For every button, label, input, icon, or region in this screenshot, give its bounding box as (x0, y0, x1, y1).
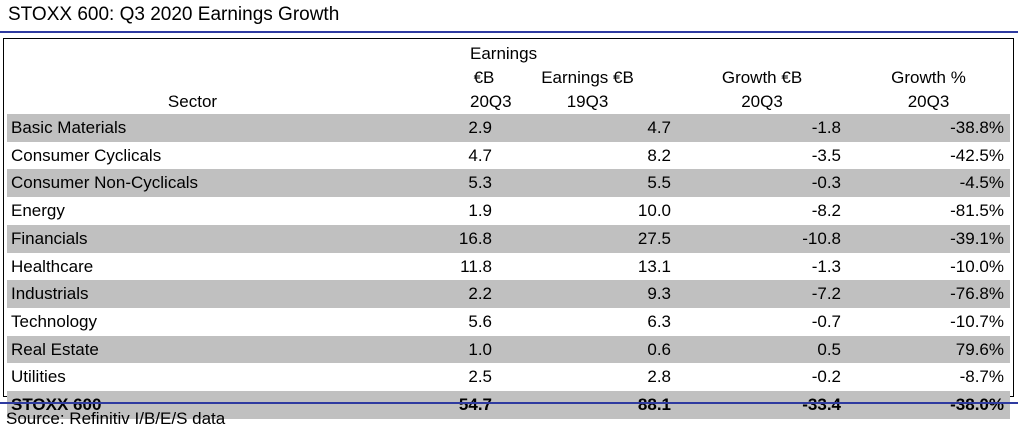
growth-eur-cell: -7.2 (677, 280, 847, 308)
header-line-2: 19Q3 (566, 92, 609, 111)
header-growth-eur: Growth €B 20Q3 (677, 42, 847, 114)
total-row: STOXX 600 54.7 88.1 -33.4 -38.0% (7, 391, 1010, 419)
earnings-19q3-cell: 8.2 (647, 145, 671, 165)
growth-pct-cell: -10.0% (950, 256, 1004, 276)
table-row: Utilities 2.5 2.8 -0.2 -8.7% (7, 363, 1010, 391)
growth-eur-cell: -3.5 (811, 145, 841, 165)
earnings-19q3-cell: 13.1 (637, 256, 671, 276)
growth-pct-cell: -8.7% (959, 367, 1004, 387)
sector-cell: Utilities (11, 367, 66, 387)
header-line-2: 20Q3 (470, 92, 512, 111)
earnings-20q3-cell: 2.2 (368, 280, 498, 308)
table-row: Technology 5.6 6.3 -0.7 -10.7% (7, 308, 1010, 336)
earnings-20q3-cell: 2.9 (368, 114, 498, 142)
header-earnings-20q3: Earnings €B 20Q3 (368, 42, 538, 114)
sector-cell: Real Estate (7, 335, 368, 364)
source-note: Source: Refinitiv I/B/E/S data (6, 409, 226, 428)
table-row: Real Estate 1.0 0.6 0.5 79.6% (7, 335, 1010, 364)
growth-pct-cell: -38.8% (847, 114, 1010, 142)
header-row: Sector Earnings €B 20Q3 Earnings €B 19Q3… (7, 42, 1010, 114)
earnings-19q3-cell: 5.5 (498, 169, 677, 198)
table-row: Consumer Non-Cyclicals 5.3 5.5 -0.3 -4.5… (7, 169, 1010, 198)
growth-eur-cell: -33.4 (677, 391, 847, 419)
header-line-2: 20Q3 (907, 92, 950, 111)
footer-divider (0, 402, 1018, 404)
table-title: STOXX 600: Q3 2020 Earnings Growth (8, 4, 340, 25)
growth-pct-cell: -76.8% (847, 280, 1010, 308)
earnings-table: Sector Earnings €B 20Q3 Earnings €B 19Q3… (7, 42, 1010, 419)
earnings-19q3-cell: 0.6 (498, 335, 677, 364)
header-line-1: Growth % (891, 68, 966, 87)
growth-eur-cell: -0.7 (811, 311, 841, 331)
header-sector: Sector (7, 42, 368, 114)
header-line-2: Sector (167, 92, 218, 111)
growth-pct-cell: -38.0% (847, 391, 1010, 419)
sector-cell: Healthcare (11, 256, 94, 276)
title-divider (0, 31, 1018, 33)
growth-pct-cell: -4.5% (847, 169, 1010, 198)
growth-eur-cell: 0.5 (677, 335, 847, 364)
growth-pct-cell: -42.5% (950, 145, 1004, 165)
earnings-20q3-cell: 4.7 (468, 145, 492, 165)
growth-pct-cell: -10.7% (950, 311, 1004, 331)
growth-pct-cell: 79.6% (847, 335, 1010, 364)
sector-cell: Consumer Cyclicals (11, 145, 162, 165)
sector-cell: Financials (7, 224, 368, 253)
earnings-20q3-cell: 5.6 (468, 311, 492, 331)
earnings-19q3-cell: 88.1 (498, 391, 677, 419)
sector-cell: Consumer Non-Cyclicals (7, 169, 368, 198)
table-row: Healthcare 11.8 13.1 -1.3 -10.0% (7, 253, 1010, 281)
earnings-19q3-cell: 4.7 (498, 114, 677, 142)
earnings-19q3-cell: 6.3 (647, 311, 671, 331)
earnings-19q3-cell: 27.5 (498, 224, 677, 253)
table-row: Financials 16.8 27.5 -10.8 -39.1% (7, 224, 1010, 253)
earnings-20q3-cell: 5.3 (368, 169, 498, 198)
earnings-20q3-cell: 54.7 (368, 391, 498, 419)
header-line-1: Earnings €B (541, 68, 634, 87)
earnings-19q3-cell: 9.3 (498, 280, 677, 308)
header-earnings-19q3: Earnings €B 19Q3 (498, 42, 677, 114)
table-row: Basic Materials 2.9 4.7 -1.8 -38.8% (7, 114, 1010, 142)
growth-eur-cell: -10.8 (677, 224, 847, 253)
header-line-1: Earnings €B (470, 44, 538, 87)
table-row: Energy 1.9 10.0 -8.2 -81.5% (7, 197, 1010, 225)
earnings-20q3-cell: 1.9 (468, 201, 492, 221)
sector-cell: Energy (11, 201, 65, 221)
earnings-20q3-cell: 1.0 (368, 335, 498, 364)
header-line-1: Growth €B (721, 68, 803, 87)
sector-cell: Technology (11, 311, 98, 331)
header-growth-pct: Growth % 20Q3 (847, 42, 1010, 114)
earnings-20q3-cell: 2.5 (468, 367, 492, 387)
table-row: Industrials 2.2 9.3 -7.2 -76.8% (7, 280, 1010, 308)
earnings-19q3-cell: 10.0 (637, 201, 671, 221)
growth-eur-cell: -0.3 (677, 169, 847, 198)
growth-eur-cell: -8.2 (811, 201, 841, 221)
earnings-19q3-cell: 2.8 (647, 367, 671, 387)
growth-pct-cell: -81.5% (950, 201, 1004, 221)
earnings-20q3-cell: 11.8 (460, 256, 492, 276)
sector-cell: STOXX 600 (7, 391, 368, 419)
header-line-2: 20Q3 (741, 92, 783, 111)
earnings-20q3-cell: 16.8 (368, 224, 498, 253)
table-row: Consumer Cyclicals 4.7 8.2 -3.5 -42.5% (7, 142, 1010, 170)
sector-cell: Basic Materials (7, 114, 368, 142)
sector-cell: Industrials (7, 280, 368, 308)
growth-eur-cell: -1.3 (811, 256, 841, 276)
growth-pct-cell: -39.1% (847, 224, 1010, 253)
growth-eur-cell: -1.8 (677, 114, 847, 142)
growth-eur-cell: -0.2 (811, 367, 841, 387)
